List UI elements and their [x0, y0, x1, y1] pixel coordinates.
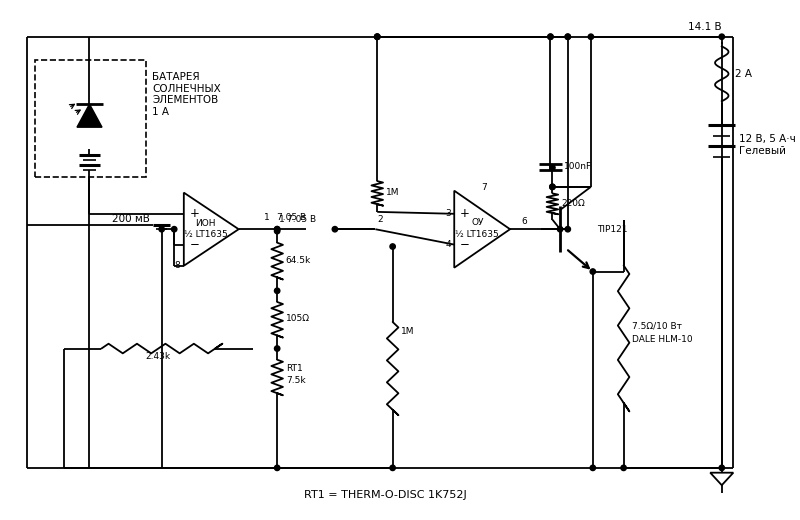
Text: 105Ω: 105Ω [286, 314, 310, 323]
Circle shape [390, 465, 395, 471]
Circle shape [621, 465, 626, 471]
Text: 14.1 В: 14.1 В [688, 22, 722, 32]
Text: −: − [190, 238, 199, 251]
Text: 2: 2 [378, 215, 383, 224]
Circle shape [565, 34, 570, 40]
Circle shape [565, 227, 570, 232]
Circle shape [719, 465, 725, 471]
Text: 7.5Ω/10 Вт: 7.5Ω/10 Вт [632, 322, 682, 331]
Circle shape [374, 34, 380, 40]
Circle shape [390, 244, 395, 249]
Text: 220Ω: 220Ω [561, 199, 585, 207]
Text: 1M: 1M [386, 188, 399, 197]
Circle shape [565, 34, 570, 40]
Circle shape [274, 227, 280, 232]
Text: СОЛНЕЧНЫХ: СОЛНЕЧНЫХ [152, 84, 221, 94]
Bar [34, 60, 146, 177]
Circle shape [274, 228, 280, 234]
Text: +: + [460, 207, 470, 220]
Circle shape [332, 227, 338, 232]
Circle shape [548, 34, 553, 40]
Text: Гелевый: Гелевый [739, 146, 786, 156]
Circle shape [590, 465, 595, 471]
Text: 7.5k: 7.5k [286, 376, 306, 385]
Circle shape [558, 227, 562, 232]
Text: 4: 4 [446, 240, 451, 249]
Text: 7: 7 [481, 184, 487, 192]
Circle shape [274, 346, 280, 351]
Circle shape [590, 269, 595, 274]
Text: ИОН: ИОН [195, 219, 216, 228]
Text: 64.5k: 64.5k [286, 255, 311, 265]
Text: ½ LT1635: ½ LT1635 [184, 230, 228, 240]
Text: 1: 1 [279, 215, 285, 224]
Circle shape [159, 227, 164, 232]
Text: ЭЛЕМЕНТОВ: ЭЛЕМЕНТОВ [152, 95, 218, 105]
Circle shape [274, 227, 280, 232]
Circle shape [588, 34, 594, 40]
Text: 3: 3 [446, 210, 451, 218]
Circle shape [719, 34, 725, 40]
Text: RT1 = THERM-O-DISC 1K752J: RT1 = THERM-O-DISC 1K752J [303, 490, 466, 500]
Text: +: + [190, 207, 199, 220]
Text: 2 А: 2 А [735, 69, 752, 79]
Circle shape [374, 34, 380, 40]
Text: 100nF: 100nF [564, 162, 592, 171]
Text: 7.05 В: 7.05 В [286, 215, 316, 224]
Text: 1: 1 [264, 213, 270, 222]
Text: 6: 6 [522, 217, 527, 226]
Text: ОУ: ОУ [471, 218, 483, 227]
Text: 7.05 В: 7.05 В [277, 213, 306, 222]
Text: 200 мВ: 200 мВ [112, 214, 150, 224]
Text: 1 А: 1 А [152, 107, 169, 117]
Circle shape [374, 34, 380, 40]
Polygon shape [77, 104, 102, 127]
Text: 12 В, 5 А·ч: 12 В, 5 А·ч [739, 134, 796, 144]
Circle shape [550, 184, 555, 190]
Circle shape [548, 34, 553, 40]
Text: БАТАРЕЯ: БАТАРЕЯ [152, 72, 200, 82]
Text: 1M: 1M [402, 327, 415, 336]
Text: TIP121: TIP121 [597, 225, 627, 233]
Text: 8: 8 [174, 261, 180, 270]
Circle shape [550, 184, 555, 190]
Text: RT1: RT1 [286, 364, 302, 373]
Text: ½ LT1635: ½ LT1635 [455, 229, 499, 239]
Circle shape [274, 465, 280, 471]
Text: DALE HLM-10: DALE HLM-10 [632, 335, 693, 344]
Circle shape [550, 165, 555, 171]
Circle shape [171, 227, 177, 232]
Circle shape [274, 288, 280, 293]
Text: 2.43k: 2.43k [146, 352, 171, 361]
Text: −: − [460, 238, 470, 251]
